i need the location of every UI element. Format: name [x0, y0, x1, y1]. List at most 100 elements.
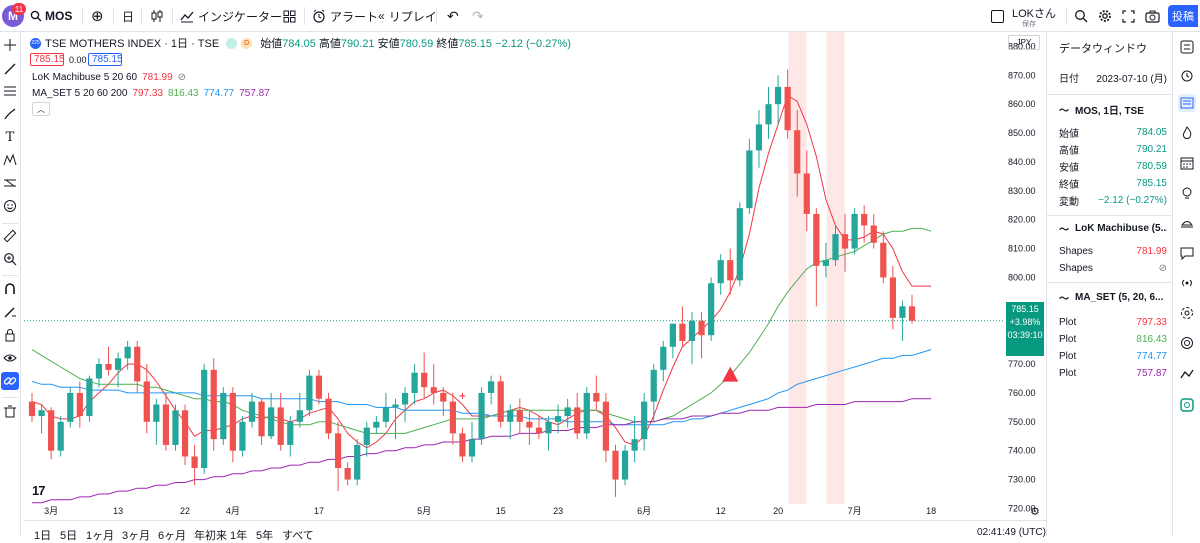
x-tick-label: 5月: [417, 506, 431, 516]
x-tick-label: 18: [926, 506, 936, 516]
pattern-icon[interactable]: [1, 151, 19, 169]
candle-body: [526, 421, 533, 428]
lock-icon[interactable]: [1, 326, 19, 344]
candle-body: [468, 439, 476, 457]
machibuse-header[interactable]: 〜 LoK Machibuse (5...: [1059, 221, 1167, 236]
user-name[interactable]: LOKさん: [1012, 8, 1057, 20]
divider: [2, 397, 18, 398]
fullscreen-button[interactable]: [1122, 0, 1135, 32]
prediction-icon[interactable]: [1, 174, 19, 192]
axis-settings-button[interactable]: ⚙: [1030, 505, 1040, 518]
chat-icon[interactable]: [1178, 244, 1196, 262]
period-button[interactable]: 1年: [230, 530, 248, 542]
series-header[interactable]: 〜 MOS, 1日, TSE: [1059, 102, 1167, 117]
candle-body: [641, 401, 648, 440]
indicator-ma-set[interactable]: MA_SET 5 20 60 200 797.33 816.43 774.77 …: [32, 87, 270, 100]
candle-body: [794, 130, 801, 174]
x-tick-label: 17: [314, 506, 324, 516]
candle-body: [258, 401, 265, 437]
candle-body: [392, 404, 399, 408]
trash-icon[interactable]: [1, 402, 19, 420]
post-button[interactable]: 投稿: [1168, 5, 1198, 27]
layout-button[interactable]: [283, 0, 296, 32]
indicator-machibuse[interactable]: LoK Machibuse 5 20 60 781.99 ⊘: [32, 71, 186, 84]
period-button[interactable]: 1ヶ月: [86, 530, 115, 542]
saved-status: 保存: [1022, 21, 1036, 28]
emoji-icon[interactable]: [1, 197, 19, 215]
period-button[interactable]: 5年: [256, 530, 274, 542]
settings-button[interactable]: [1098, 0, 1112, 32]
broadcast-icon[interactable]: [1178, 304, 1196, 322]
buy-price-box[interactable]: 785.15: [88, 53, 123, 66]
low-value: 780.59: [399, 38, 434, 50]
sell-price-box[interactable]: 785.15: [30, 53, 65, 66]
divider: [2, 223, 18, 224]
data-row-value: 790.21: [1136, 143, 1167, 155]
brush-icon[interactable]: [1, 105, 19, 123]
horizontal-lines-icon[interactable]: [1, 82, 19, 100]
utc-clock[interactable]: 02:41:49 (UTC): [977, 527, 1046, 538]
data-window-icon[interactable]: [1178, 94, 1196, 112]
chart-legend[interactable]: 225 TSE MOTHERS INDEX · 1日 · TSE D 始値784…: [30, 36, 571, 50]
period-button[interactable]: 年初来: [194, 530, 227, 542]
trendline-icon[interactable]: [1, 60, 19, 78]
hotlist-icon[interactable]: [1178, 124, 1196, 142]
redo-button[interactable]: ↷: [472, 0, 484, 32]
text-icon[interactable]: T: [5, 129, 15, 145]
ma-set-header[interactable]: 〜 MA_SET (5, 20, 6...: [1059, 290, 1167, 305]
legend-title: TSE MOTHERS INDEX · 1日 · TSE: [45, 38, 220, 50]
undo-button[interactable]: ↶: [447, 0, 459, 32]
watchlist-icon[interactable]: [1178, 38, 1196, 56]
data-row-label: 高値: [1059, 145, 1079, 157]
quick-search-button[interactable]: [1074, 0, 1088, 32]
candle-body: [746, 150, 753, 209]
crosshair-icon[interactable]: [1, 36, 19, 54]
alarm-clock-icon[interactable]: [1178, 66, 1196, 84]
alert-button[interactable]: アラート: [312, 0, 378, 32]
divider: [304, 7, 305, 25]
signals-icon[interactable]: [1178, 274, 1196, 292]
currency-label[interactable]: JPY: [1008, 35, 1040, 50]
streams-icon[interactable]: [1178, 214, 1196, 232]
magnet-icon[interactable]: [1, 280, 19, 298]
chart-type-button[interactable]: [150, 0, 164, 32]
symbol-search[interactable]: MOS: [30, 0, 72, 32]
machibuse-header-label: LoK Machibuse (5...: [1075, 223, 1167, 234]
candle-body: [583, 392, 590, 434]
candle-body: [229, 392, 236, 451]
pencil-lock-icon[interactable]: [1, 303, 19, 321]
zoom-in-icon[interactable]: [1, 250, 19, 268]
eye-icon[interactable]: [1, 349, 19, 367]
collapse-legend-button[interactable]: ︿: [32, 102, 50, 116]
top-toolbar: M 11 MOS ⊕ 日 インジケーター アラート « リプレイ ↶ ↷ LOK…: [0, 0, 1200, 32]
candle-body: [172, 410, 179, 445]
period-button[interactable]: 5日: [60, 530, 78, 542]
period-button[interactable]: すべて: [282, 530, 314, 542]
divider: [82, 7, 83, 25]
data-row-value: −2.12 (−0.27%): [1098, 194, 1167, 206]
ruler-icon[interactable]: [1, 227, 19, 245]
period-button[interactable]: 3ヶ月: [122, 530, 151, 542]
y-tick-label: 820.00: [1008, 215, 1036, 225]
add-symbol-button[interactable]: ⊕: [91, 0, 104, 32]
link-icon[interactable]: [1, 372, 19, 390]
interval-button[interactable]: 日: [122, 9, 135, 24]
save-toggle[interactable]: [991, 0, 1004, 32]
high-value: 790.21: [340, 38, 375, 50]
snapshot-button[interactable]: [1145, 0, 1160, 32]
indicators-button[interactable]: インジケーター: [180, 0, 282, 32]
price-axis[interactable]: 880.00 870.00 860.00 850.00 840.00 830.00 820.…: [1004, 32, 1044, 520]
pine-editor-icon[interactable]: [1178, 365, 1196, 383]
notifications-icon[interactable]: [1178, 334, 1196, 352]
ideas-icon[interactable]: [1178, 184, 1196, 202]
candle-body: [363, 427, 370, 445]
replay-button[interactable]: « リプレイ: [378, 0, 437, 32]
candle-body: [889, 277, 896, 318]
period-button[interactable]: 6ヶ月: [158, 530, 187, 542]
candle-body: [296, 410, 303, 422]
candle-body: [564, 407, 571, 417]
calendar-icon[interactable]: [1178, 154, 1196, 172]
period-button[interactable]: 1日: [34, 530, 52, 542]
help-icon[interactable]: [1178, 396, 1196, 414]
price-chart[interactable]: 3月 13 22 4月 17 5月 15 23 6月 12 20 7月 18: [24, 32, 1004, 520]
